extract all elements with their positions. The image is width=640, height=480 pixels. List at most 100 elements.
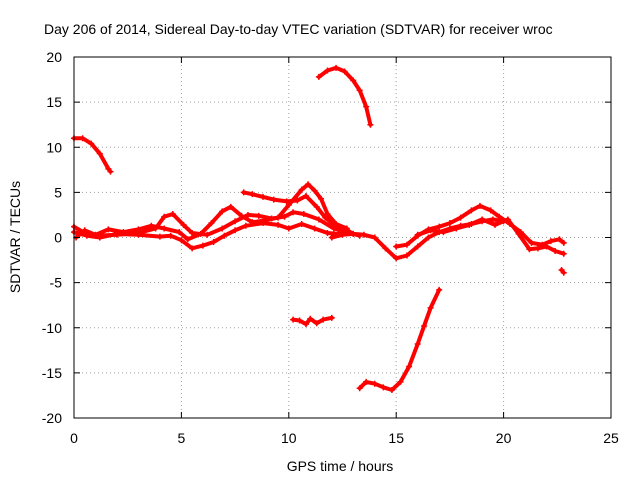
- data-point: [328, 314, 335, 321]
- data-point: [328, 234, 335, 241]
- y-tick-label: -5: [50, 275, 63, 291]
- data-point: [393, 255, 400, 262]
- data-point: [148, 222, 155, 229]
- data-point: [528, 239, 535, 246]
- data-point: [156, 233, 163, 240]
- data-point: [487, 207, 494, 214]
- data-point: [534, 245, 541, 252]
- y-tick-label: -20: [42, 410, 62, 426]
- data-point: [298, 186, 305, 193]
- y-tick-label: -15: [42, 365, 62, 381]
- data-point: [210, 239, 217, 246]
- y-tick-label: 5: [54, 184, 62, 200]
- data-point: [302, 192, 309, 199]
- y-tick-label: -10: [42, 320, 62, 336]
- data-point: [560, 250, 567, 257]
- data-point: [105, 226, 112, 233]
- y-tick-label: 10: [46, 139, 62, 155]
- data-point: [294, 197, 301, 204]
- data-point: [305, 181, 312, 188]
- data-point: [414, 231, 421, 238]
- data-point: [178, 237, 185, 244]
- data-point: [83, 232, 90, 239]
- data-point: [393, 243, 400, 250]
- data-point: [476, 202, 483, 209]
- data-point: [371, 380, 378, 387]
- data-point: [120, 229, 127, 236]
- data-point: [320, 316, 327, 323]
- data-point: [367, 121, 374, 128]
- data-point: [219, 225, 226, 232]
- data-point: [311, 187, 318, 194]
- data-point: [414, 243, 421, 250]
- data-point: [425, 234, 432, 241]
- data-point: [403, 241, 410, 248]
- data-point: [249, 191, 256, 198]
- x-tick-label: 10: [281, 430, 297, 446]
- data-point: [457, 214, 464, 221]
- data-point: [281, 213, 288, 220]
- x-tick-label: 20: [496, 430, 512, 446]
- data-point: [204, 231, 211, 238]
- data-point: [313, 203, 320, 210]
- data-point: [169, 211, 176, 218]
- data-point: [290, 209, 297, 216]
- data-point: [360, 231, 367, 238]
- data-point: [189, 229, 196, 236]
- data-point: [189, 245, 196, 252]
- data-point: [161, 225, 168, 232]
- data-point: [427, 304, 434, 311]
- data-point: [560, 239, 567, 246]
- data-point: [526, 246, 533, 253]
- data-point: [388, 387, 395, 394]
- series-arc-6: [71, 220, 352, 252]
- data-point: [468, 207, 475, 214]
- data-point: [543, 243, 550, 250]
- x-axis-label: GPS time / hours: [287, 458, 394, 474]
- data-point: [496, 213, 503, 220]
- data-point: [453, 225, 460, 232]
- data-point: [88, 140, 95, 147]
- data-point: [406, 363, 413, 370]
- data-point: [161, 213, 168, 220]
- data-point: [363, 103, 370, 110]
- data-point: [290, 316, 297, 323]
- series-arc-1: [71, 135, 114, 175]
- data-point: [96, 150, 103, 157]
- data-point: [324, 211, 331, 218]
- y-tick-label: 0: [54, 230, 62, 246]
- data-point: [333, 64, 340, 71]
- data-point: [414, 340, 421, 347]
- data-point: [403, 252, 410, 259]
- data-point: [479, 216, 486, 223]
- data-point: [275, 221, 282, 228]
- data-point: [92, 231, 99, 238]
- data-point: [466, 221, 473, 228]
- data-point: [219, 208, 226, 215]
- data-point: [350, 77, 357, 84]
- data-point: [380, 384, 387, 391]
- data-point: [298, 220, 305, 227]
- series-arc-11: [414, 216, 567, 257]
- data-point: [315, 216, 322, 223]
- chart-title: Day 206 of 2014, Sidereal Day-to-day VTE…: [44, 21, 553, 37]
- x-tick-label: 15: [388, 430, 404, 446]
- data-point: [371, 234, 378, 241]
- data-point: [350, 230, 357, 237]
- series-arc-12: [558, 266, 567, 276]
- data-point: [427, 227, 434, 234]
- data-point: [167, 232, 174, 239]
- data-point: [307, 315, 314, 322]
- data-point: [421, 322, 428, 329]
- data-point: [79, 135, 86, 142]
- data-point: [255, 212, 262, 219]
- data-point: [227, 203, 234, 210]
- series-arc-2: [315, 64, 374, 128]
- data-point: [315, 73, 322, 80]
- data-point: [296, 317, 303, 324]
- data-point: [176, 229, 183, 236]
- x-tick-label: 25: [603, 430, 619, 446]
- data-point: [324, 67, 331, 74]
- series-arc-4: [356, 286, 443, 394]
